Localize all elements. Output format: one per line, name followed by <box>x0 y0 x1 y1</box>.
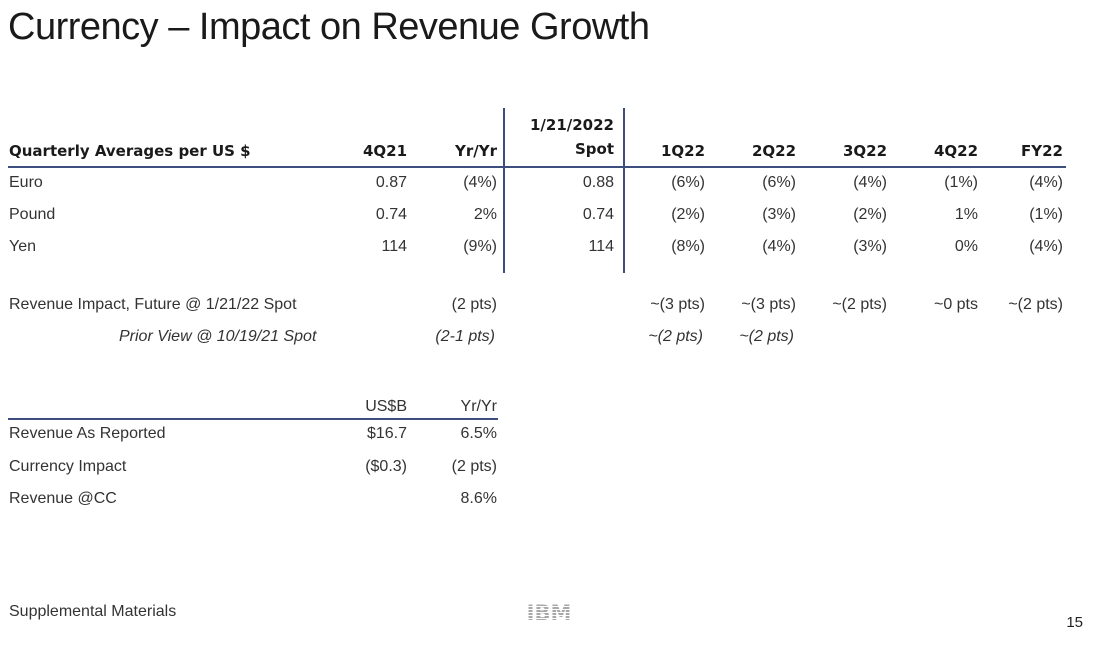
revenue-row-label: Revenue @CC <box>9 490 117 507</box>
currency-label: Euro <box>9 174 43 191</box>
fx-table-header-rule <box>8 166 1066 168</box>
revenue-row-label: Currency Impact <box>9 458 127 475</box>
value-2q22: (6%) <box>762 174 796 191</box>
revenue-header-usd: US$B <box>365 398 407 415</box>
revenue-impact-label: Revenue Impact, Future @ 1/21/22 Spot <box>9 296 297 313</box>
value-3q22: (3%) <box>853 238 887 255</box>
currency-label: Pound <box>9 206 56 223</box>
value-spot: 0.74 <box>582 206 614 223</box>
value-spot: 0.88 <box>582 174 614 191</box>
fx-header-4q22: 4Q22 <box>933 142 978 160</box>
value-fy22: (1%) <box>1029 206 1063 223</box>
revenue-impact-yryr: (2 pts) <box>451 296 497 313</box>
revenue-header-yryr: Yr/Yr <box>460 398 497 415</box>
value-spot: 114 <box>588 238 614 255</box>
value-yryr: 2% <box>473 206 497 223</box>
value-2q22: (4%) <box>762 238 796 255</box>
page-title: Currency – Impact on Revenue Growth <box>8 6 650 48</box>
value-yryr: (4%) <box>463 174 497 191</box>
value-4q22: (1%) <box>944 174 978 191</box>
fx-header-3q22: 3Q22 <box>842 142 887 160</box>
footer-text: Supplemental Materials <box>9 603 177 620</box>
fx-header-1q22: 1Q22 <box>660 142 705 160</box>
value-1q22: (6%) <box>671 174 705 191</box>
value-4q21: 114 <box>381 238 407 255</box>
revenue-row-usd: ($0.3) <box>365 458 407 475</box>
page-number: 15 <box>1066 614 1083 631</box>
value-1q22: (2%) <box>671 206 705 223</box>
revenue-row-label: Revenue As Reported <box>9 425 166 442</box>
value-4q22: 0% <box>954 238 978 255</box>
prior-view-label: Prior View @ 10/19/21 Spot <box>119 328 317 345</box>
value-4q22: 1% <box>954 206 978 223</box>
fx-header-yryr: Yr/Yr <box>455 142 497 160</box>
revenue-row-yryr: 8.6% <box>460 490 497 507</box>
revenue-table-header-rule <box>8 418 498 420</box>
spot-column-left-divider <box>503 108 505 273</box>
fx-header-label: Quarterly Averages per US $ <box>9 142 251 160</box>
value-1q22: (8%) <box>671 238 705 255</box>
spot-column-right-divider <box>623 108 625 273</box>
prior-view-yryr: (2-1 pts) <box>435 328 495 345</box>
revenue-row-usd: $16.7 <box>366 425 407 442</box>
revenue-impact-3q22: ~(2 pts) <box>832 296 887 313</box>
value-2q22: (3%) <box>762 206 796 223</box>
revenue-impact-4q22: ~0 pts <box>933 296 978 313</box>
fx-header-spot-date: 1/21/2022 <box>529 116 614 134</box>
revenue-impact-fy22: ~(2 pts) <box>1008 296 1063 313</box>
value-4q21: 0.74 <box>375 206 407 223</box>
fx-header-4q21: 4Q21 <box>362 142 407 160</box>
value-yryr: (9%) <box>463 238 497 255</box>
revenue-impact-2q22: ~(3 pts) <box>741 296 796 313</box>
value-3q22: (4%) <box>853 174 887 191</box>
prior-view-2q22: ~(2 pts) <box>739 328 794 345</box>
fx-header-spot: Spot <box>574 140 614 158</box>
revenue-row-yryr: (2 pts) <box>451 458 497 475</box>
revenue-row-yryr: 6.5% <box>460 425 497 442</box>
revenue-impact-1q22: ~(3 pts) <box>650 296 705 313</box>
fx-header-fy22: FY22 <box>1021 142 1063 160</box>
svg-text:IBM: IBM <box>527 601 572 623</box>
value-3q22: (2%) <box>853 206 887 223</box>
currency-label: Yen <box>9 238 36 255</box>
fx-header-2q22: 2Q22 <box>751 142 796 160</box>
value-fy22: (4%) <box>1029 238 1063 255</box>
prior-view-1q22: ~(2 pts) <box>648 328 703 345</box>
value-fy22: (4%) <box>1029 174 1063 191</box>
ibm-logo-icon: IBM <box>520 601 578 625</box>
value-4q21: 0.87 <box>375 174 407 191</box>
